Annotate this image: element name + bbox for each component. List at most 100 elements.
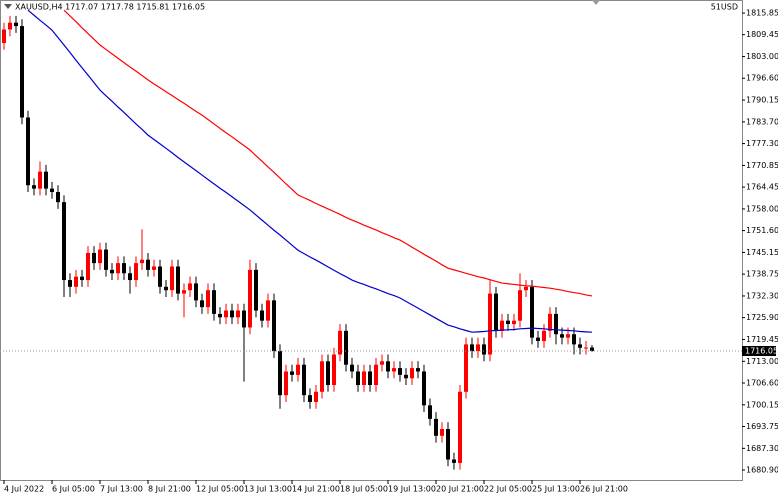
candle-body xyxy=(284,371,288,396)
candle-body xyxy=(320,361,324,392)
candle-body xyxy=(290,371,294,375)
chart-title: XAUUSD,H4 1717.07 1717.78 1715.81 1716.0… xyxy=(15,3,205,12)
y-tick-label: 1693.75 xyxy=(746,422,778,431)
candle-body xyxy=(530,286,534,338)
candle-body xyxy=(590,347,594,351)
candle-body xyxy=(434,418,438,436)
candle-body xyxy=(260,310,264,321)
candle-body xyxy=(488,293,492,355)
candle-body xyxy=(362,371,366,386)
plot-frame xyxy=(0,0,743,481)
y-tick-label: 1796.60 xyxy=(746,74,778,83)
y-tick-label: 1758.00 xyxy=(746,204,778,213)
y-tick-label: 1706.60 xyxy=(746,378,778,387)
candle-body xyxy=(572,334,576,345)
candle-body xyxy=(92,252,96,264)
candle-body xyxy=(458,391,462,463)
candle-body xyxy=(482,344,486,355)
candle-body xyxy=(230,310,234,318)
candle-body xyxy=(566,334,570,338)
candle-body xyxy=(326,361,330,386)
candle-body xyxy=(440,429,444,436)
y-tick-label: 1751.60 xyxy=(746,226,778,235)
candle-body xyxy=(224,310,228,318)
candle-body xyxy=(164,286,168,291)
candle-body xyxy=(182,290,186,294)
candle-body xyxy=(494,293,498,331)
candle-body xyxy=(218,313,222,318)
candle-body xyxy=(140,259,144,264)
candle-body xyxy=(278,351,282,396)
candle-body xyxy=(254,269,258,311)
y-tick-label: 1713.00 xyxy=(746,357,778,366)
candle-body xyxy=(296,364,300,375)
candle-body xyxy=(104,249,108,270)
candle-body xyxy=(374,364,378,386)
last-price-label: 1716.05 xyxy=(745,346,778,355)
candle-body xyxy=(410,368,414,379)
y-tick-label: 1803.00 xyxy=(746,52,778,61)
candle-body xyxy=(236,310,240,318)
y-tick-label: 1777.30 xyxy=(746,139,778,148)
candle-body xyxy=(194,283,198,301)
candle-body xyxy=(128,273,132,281)
x-tick-label: 25 Jul 13:00 xyxy=(532,485,580,494)
candle-body xyxy=(386,361,390,372)
candle-body xyxy=(110,269,114,274)
candle-body xyxy=(350,364,354,372)
x-tick-label: 6 Jul 05:00 xyxy=(52,485,95,494)
x-tick-label: 19 Jul 13:00 xyxy=(388,485,436,494)
candle-body xyxy=(86,252,90,281)
candle-body xyxy=(302,364,306,396)
candle-body xyxy=(14,22,18,27)
candle-body xyxy=(74,276,78,287)
candle-body xyxy=(446,429,450,460)
candle-body xyxy=(158,266,162,287)
y-tick-label: 1809.45 xyxy=(746,30,778,39)
candle-body xyxy=(242,310,246,328)
candle-body xyxy=(338,330,342,355)
candle-body xyxy=(422,371,426,406)
candle-body xyxy=(116,263,120,274)
candle-body xyxy=(176,266,180,294)
candle-body xyxy=(2,29,6,44)
x-tick-label: 13 Jul 13:00 xyxy=(244,485,292,494)
candle-body xyxy=(8,22,12,30)
x-tick-label: 12 Jul 05:00 xyxy=(196,485,244,494)
y-tick-label: 1725.90 xyxy=(746,313,778,322)
candle-body xyxy=(506,320,510,325)
candle-body xyxy=(98,249,102,264)
candle-body xyxy=(368,371,372,386)
candle-body xyxy=(248,269,252,328)
candle-body xyxy=(578,344,582,348)
y-tick-label: 1783.70 xyxy=(746,117,778,126)
y-tick-label: 1719.45 xyxy=(746,335,778,344)
candle-body xyxy=(38,171,42,189)
candle-body xyxy=(380,361,384,365)
candle-body xyxy=(344,330,348,365)
y-tick-label: 1764.45 xyxy=(746,183,778,192)
y-tick-label: 1680.90 xyxy=(746,466,778,475)
y-tick-label: 1732.30 xyxy=(746,291,778,300)
x-tick-label: 22 Jul 05:00 xyxy=(484,485,532,494)
candle-body xyxy=(206,290,210,308)
candle-body xyxy=(404,374,408,379)
candle-body xyxy=(62,202,66,281)
candle-body xyxy=(68,280,72,287)
candle-body xyxy=(20,26,24,118)
candle-body xyxy=(356,371,360,386)
candle-body xyxy=(56,192,60,203)
y-tick-label: 1738.75 xyxy=(746,270,778,279)
x-tick-label: 18 Jul 05:00 xyxy=(340,485,388,494)
y-tick-label: 1815.85 xyxy=(746,9,778,18)
candle-body xyxy=(416,368,420,372)
y-tick-label: 1745.15 xyxy=(746,248,778,257)
y-tick-label: 1770.85 xyxy=(746,161,778,170)
annotation: 51USD xyxy=(711,3,738,12)
candle-body xyxy=(554,313,558,335)
collapse-icon xyxy=(4,4,12,9)
candle-body xyxy=(584,347,588,349)
candle-body xyxy=(548,313,552,331)
x-tick-label: 4 Jul 2022 xyxy=(4,485,44,494)
